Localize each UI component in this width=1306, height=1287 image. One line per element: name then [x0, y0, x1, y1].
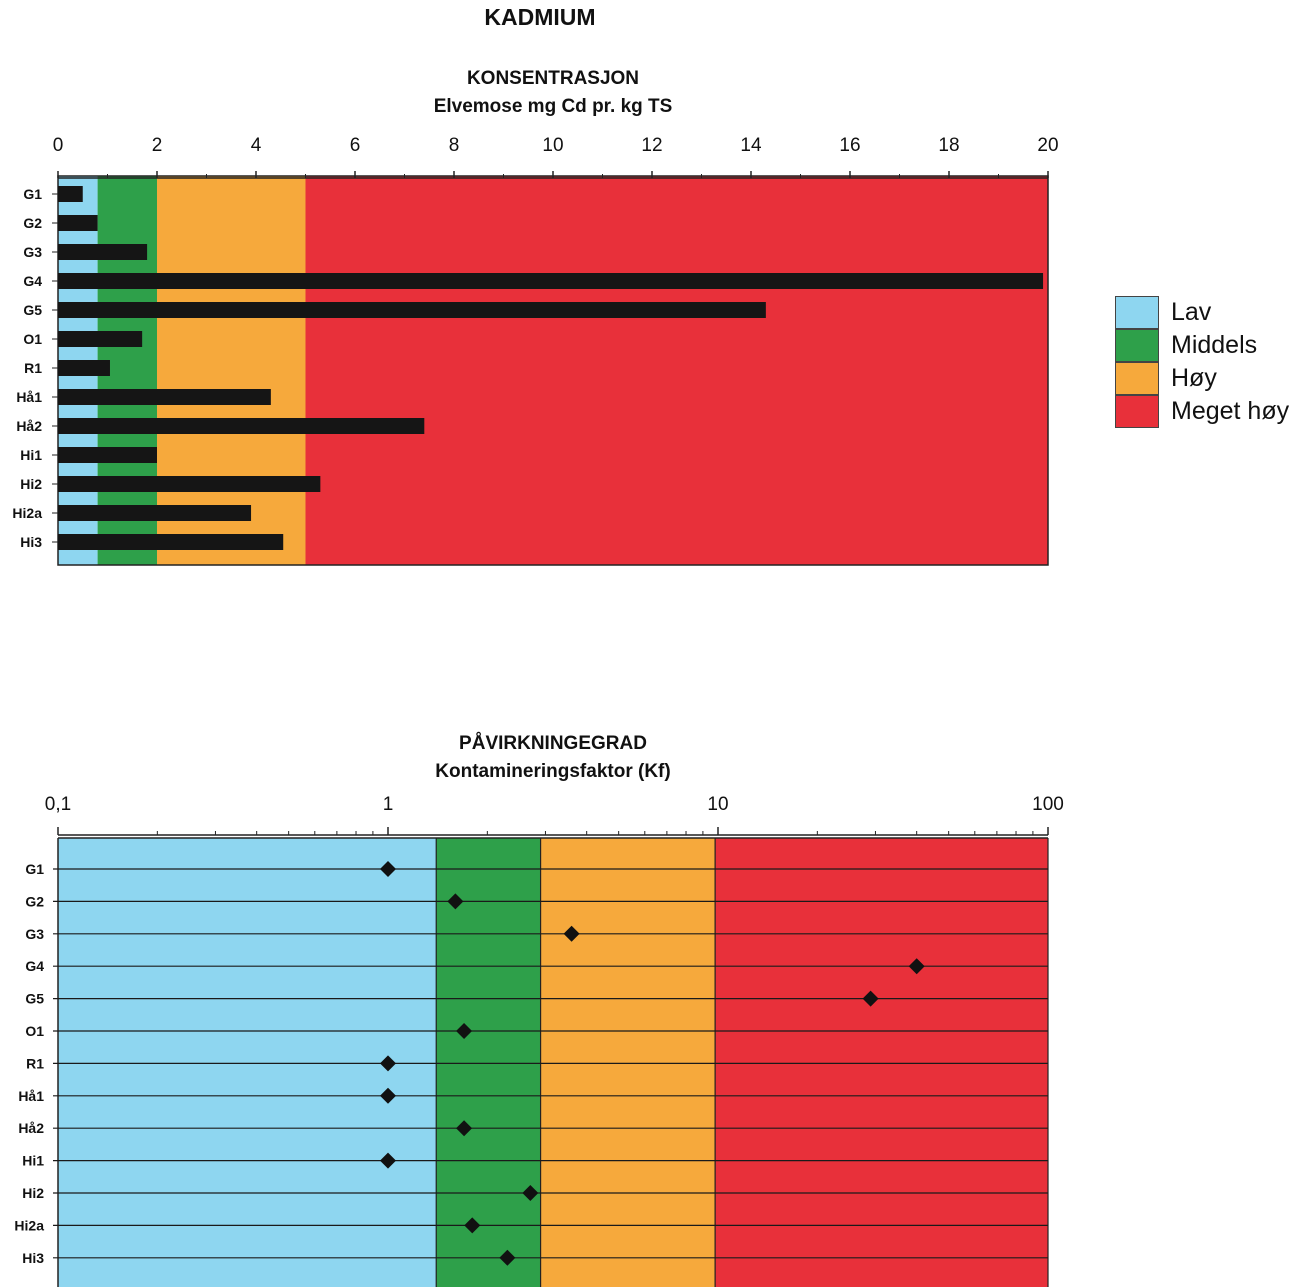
chart1-category-label: Hi3 — [20, 534, 42, 550]
chart1-bar — [58, 331, 143, 347]
chart2-point — [380, 1152, 396, 1169]
chart2-category-label: G4 — [25, 958, 44, 974]
chart1-category-label: Hi2a — [12, 505, 42, 521]
legend-swatch — [1115, 296, 1159, 329]
chart2-x-tick-label: 1 — [383, 794, 394, 815]
legend-item: Høy — [1115, 362, 1289, 395]
chart1-category-label: R1 — [24, 360, 42, 376]
chart1-band-hoy — [157, 176, 306, 565]
chart2-point — [380, 1087, 396, 1104]
chart1-x-tick-label: 8 — [449, 135, 460, 156]
chart2-category-label: Hå1 — [18, 1088, 44, 1104]
chart2-category-label: Hi3 — [22, 1250, 44, 1266]
page-title: KADMIUM — [484, 4, 596, 30]
chart2-point — [380, 861, 396, 877]
chart1-bar — [58, 360, 110, 376]
chart1-title-block: KONSENTRASJON Elvemose mg Cd pr. kg TS — [0, 65, 1106, 121]
chart2-subtitle: Kontamineringsfaktor (Kf) — [435, 761, 671, 782]
chart1-x-tick-label: 0 — [53, 135, 64, 156]
chart1-bar — [58, 476, 321, 492]
chart1-bar — [58, 418, 425, 434]
chart1-category-label: G3 — [23, 244, 42, 260]
chart1-category-label: G2 — [23, 215, 42, 231]
chart1-category-label: G5 — [23, 302, 42, 318]
chart1-band-meget_hoy — [305, 176, 1048, 565]
chart1-category-label: G1 — [23, 186, 42, 202]
chart2-category-label: Hå2 — [18, 1120, 44, 1136]
chart2-contamination-factor-scatter: 0,1 1 10 100 G1 G2 G3 G4 G5 O1 R1 Hå1 Hå2 Hi1 Hi2 Hi2a H… — [14, 794, 1064, 1287]
chart1-bar — [58, 447, 157, 463]
chart2-category-label: R1 — [26, 1055, 44, 1071]
chart1-x-tick-label: 14 — [740, 135, 762, 156]
chart2-point — [862, 990, 879, 1007]
chart1-x-tick-label: 12 — [641, 135, 662, 156]
chart2-x-tick-label: 10 — [707, 794, 728, 815]
chart1-x-tick-label: 16 — [839, 135, 860, 156]
chart2-title-block: PÅVIRKNINGEGRAD Kontamineringsfaktor (Kf… — [0, 730, 1106, 786]
chart2-x-tick-label: 100 — [1032, 794, 1064, 815]
chart2-point — [464, 1217, 481, 1234]
chart2-title: PÅVIRKNINGEGRAD — [459, 733, 647, 754]
chart1-x-tick-label: 10 — [542, 135, 563, 156]
chart1-category-label: Hå2 — [16, 418, 42, 434]
chart2-band-middels — [436, 838, 541, 1287]
chart1-subtitle: Elvemose mg Cd pr. kg TS — [433, 96, 673, 117]
chart2-band-lav — [58, 838, 437, 1287]
chart1-bar — [58, 215, 98, 231]
chart1-bar — [58, 302, 766, 318]
chart1-x-tick-label: 2 — [152, 135, 163, 156]
chart2-point — [456, 1120, 473, 1137]
chart1-bar — [58, 273, 1044, 289]
chart2-point — [522, 1185, 539, 1201]
legend: Lav Middels Høy Meget høy — [1115, 296, 1289, 428]
chart1-category-label: G4 — [23, 273, 42, 289]
chart2-category-label: Hi1 — [22, 1153, 44, 1169]
chart1-bar — [58, 186, 83, 202]
legend-swatch — [1115, 395, 1159, 428]
chart2-category-label: G2 — [25, 893, 44, 909]
chart1-category-label: O1 — [23, 331, 42, 347]
chart2-band-meget_hoy — [715, 838, 1048, 1287]
chart1-x-tick-label: 18 — [938, 135, 959, 156]
chart1-x-tick-label: 6 — [350, 135, 361, 156]
legend-label: Lav — [1171, 298, 1212, 326]
legend-item: Lav — [1115, 296, 1289, 329]
chart2-point — [908, 958, 925, 975]
legend-label: Meget høy — [1171, 397, 1290, 425]
chart1-category-label: Hi1 — [20, 447, 42, 463]
chart2-category-label: Hi2 — [22, 1185, 44, 1201]
chart2-band-hoy — [540, 838, 716, 1287]
chart2-point — [563, 925, 580, 942]
legend-item: Meget høy — [1115, 395, 1289, 428]
chart1-x-tick-label: 20 — [1037, 135, 1058, 156]
chart1-category-label: Hi2 — [20, 476, 42, 492]
chart2-category-label: G5 — [25, 991, 44, 1007]
legend-item: Middels — [1115, 329, 1289, 362]
chart1-bar — [58, 534, 284, 550]
chart1-x-tick-label: 4 — [251, 135, 262, 156]
legend-label: Høy — [1171, 364, 1217, 392]
legend-label: Middels — [1171, 331, 1258, 359]
chart1-concentration-bar-chart: 0 2 4 6 8 10 12 14 16 18 20 G1 G2 G3 G4 G5 O1 R1 Hå1 Hå2 Hi1… — [12, 135, 1059, 566]
legend-swatch — [1115, 362, 1159, 395]
chart1-bar — [58, 389, 271, 405]
legend-swatch — [1115, 329, 1159, 362]
chart1-bar — [58, 505, 252, 521]
chart2-point — [499, 1249, 516, 1266]
chart2-point — [447, 893, 464, 910]
chart2-category-label: Hi2a — [14, 1217, 44, 1233]
chart2-category-label: G3 — [25, 926, 44, 942]
chart2-category-label: G1 — [25, 861, 44, 877]
chart2-point — [380, 1055, 396, 1072]
chart1-category-label: Hå1 — [16, 389, 42, 405]
chart2-point — [456, 1023, 473, 1039]
chart2-category-label: O1 — [25, 1023, 44, 1039]
chart2-x-tick-label: 0,1 — [45, 794, 71, 815]
chart1-bar — [58, 244, 148, 260]
chart1-title: KONSENTRASJON — [466, 68, 640, 89]
